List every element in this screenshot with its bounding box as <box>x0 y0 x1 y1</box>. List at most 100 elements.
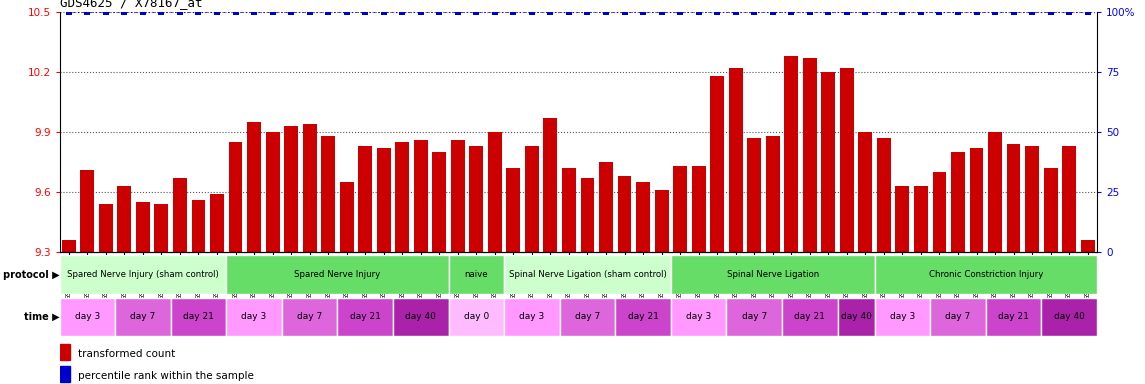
Bar <box>284 126 298 252</box>
Bar <box>488 132 502 252</box>
Bar <box>970 147 984 252</box>
Bar <box>637 182 650 252</box>
Bar <box>655 190 669 252</box>
Bar <box>171 298 227 336</box>
Bar <box>247 121 261 252</box>
Bar <box>877 137 891 252</box>
Bar <box>875 255 1097 294</box>
Text: day 40: day 40 <box>1053 312 1084 321</box>
Bar <box>692 166 705 252</box>
Bar <box>98 204 113 252</box>
Text: Chronic Constriction Injury: Chronic Constriction Injury <box>929 270 1043 279</box>
Bar <box>173 177 187 252</box>
Bar <box>266 132 279 252</box>
Bar <box>1006 144 1020 252</box>
Bar <box>393 298 449 336</box>
Text: Spared Nerve Injury (sham control): Spared Nerve Injury (sham control) <box>68 270 219 279</box>
Bar <box>282 298 338 336</box>
Text: day 7: day 7 <box>946 312 971 321</box>
Bar <box>60 366 70 382</box>
Bar <box>136 202 150 252</box>
Text: day 21: day 21 <box>183 312 214 321</box>
Bar <box>60 344 70 359</box>
Bar <box>671 298 726 336</box>
Text: day 7: day 7 <box>742 312 767 321</box>
Bar <box>560 298 615 336</box>
Bar <box>1025 146 1039 252</box>
Bar <box>524 146 539 252</box>
Text: day 7: day 7 <box>575 312 600 321</box>
Text: Spared Nerve Injury: Spared Nerve Injury <box>294 270 380 279</box>
Bar <box>728 68 743 252</box>
Bar <box>469 146 483 252</box>
Bar <box>449 298 504 336</box>
Bar <box>930 298 986 336</box>
Text: transformed count: transformed count <box>78 349 175 359</box>
Text: GDS4625 / X78167_at: GDS4625 / X78167_at <box>60 0 202 9</box>
Bar <box>710 76 724 252</box>
Bar <box>338 298 393 336</box>
Bar <box>395 142 409 252</box>
Text: day 40: day 40 <box>405 312 436 321</box>
Bar <box>60 298 116 336</box>
Bar <box>986 298 1041 336</box>
Bar <box>782 298 838 336</box>
Bar <box>1041 298 1097 336</box>
Bar <box>227 298 282 336</box>
Text: Spinal Nerve Ligation (sham control): Spinal Nerve Ligation (sham control) <box>508 270 666 279</box>
Bar <box>433 152 447 252</box>
Bar <box>1063 146 1076 252</box>
Bar <box>615 298 671 336</box>
Text: day 7: day 7 <box>297 312 322 321</box>
Bar <box>875 298 930 336</box>
Bar <box>988 132 1002 252</box>
Bar <box>1043 167 1058 252</box>
Text: day 3: day 3 <box>74 312 100 321</box>
Text: Spinal Nerve Ligation: Spinal Nerve Ligation <box>727 270 819 279</box>
Bar <box>821 71 835 252</box>
Bar <box>377 147 390 252</box>
Bar <box>914 185 927 252</box>
Bar <box>340 182 354 252</box>
Bar <box>358 146 372 252</box>
Bar <box>838 298 875 336</box>
Text: day 21: day 21 <box>795 312 826 321</box>
Bar <box>617 175 632 252</box>
Bar <box>581 177 594 252</box>
Bar <box>599 162 613 252</box>
Bar <box>60 255 227 294</box>
Bar <box>748 137 761 252</box>
Bar <box>766 136 780 252</box>
Bar <box>562 167 576 252</box>
Bar <box>302 124 316 252</box>
Bar <box>449 255 504 294</box>
Bar <box>840 68 854 252</box>
Text: day 21: day 21 <box>998 312 1029 321</box>
Text: protocol ▶: protocol ▶ <box>3 270 60 280</box>
Text: day 3: day 3 <box>686 312 711 321</box>
Bar <box>803 58 816 252</box>
Text: percentile rank within the sample: percentile rank within the sample <box>78 371 254 381</box>
Bar <box>544 118 558 252</box>
Bar <box>1081 240 1095 252</box>
Text: day 40: day 40 <box>840 312 871 321</box>
Bar <box>951 152 965 252</box>
Text: day 0: day 0 <box>464 312 489 321</box>
Text: time ▶: time ▶ <box>24 312 60 322</box>
Text: day 21: day 21 <box>627 312 658 321</box>
Text: day 3: day 3 <box>890 312 915 321</box>
Bar <box>322 136 335 252</box>
Bar <box>859 132 872 252</box>
Bar <box>673 166 687 252</box>
Bar <box>229 142 243 252</box>
Text: naive: naive <box>465 270 488 279</box>
Bar <box>118 185 132 252</box>
Text: day 21: day 21 <box>349 312 380 321</box>
Bar <box>671 255 875 294</box>
Bar <box>191 200 205 252</box>
Bar <box>504 298 560 336</box>
Bar <box>227 255 449 294</box>
Bar <box>451 139 465 252</box>
Bar <box>932 172 947 252</box>
Bar <box>62 240 76 252</box>
